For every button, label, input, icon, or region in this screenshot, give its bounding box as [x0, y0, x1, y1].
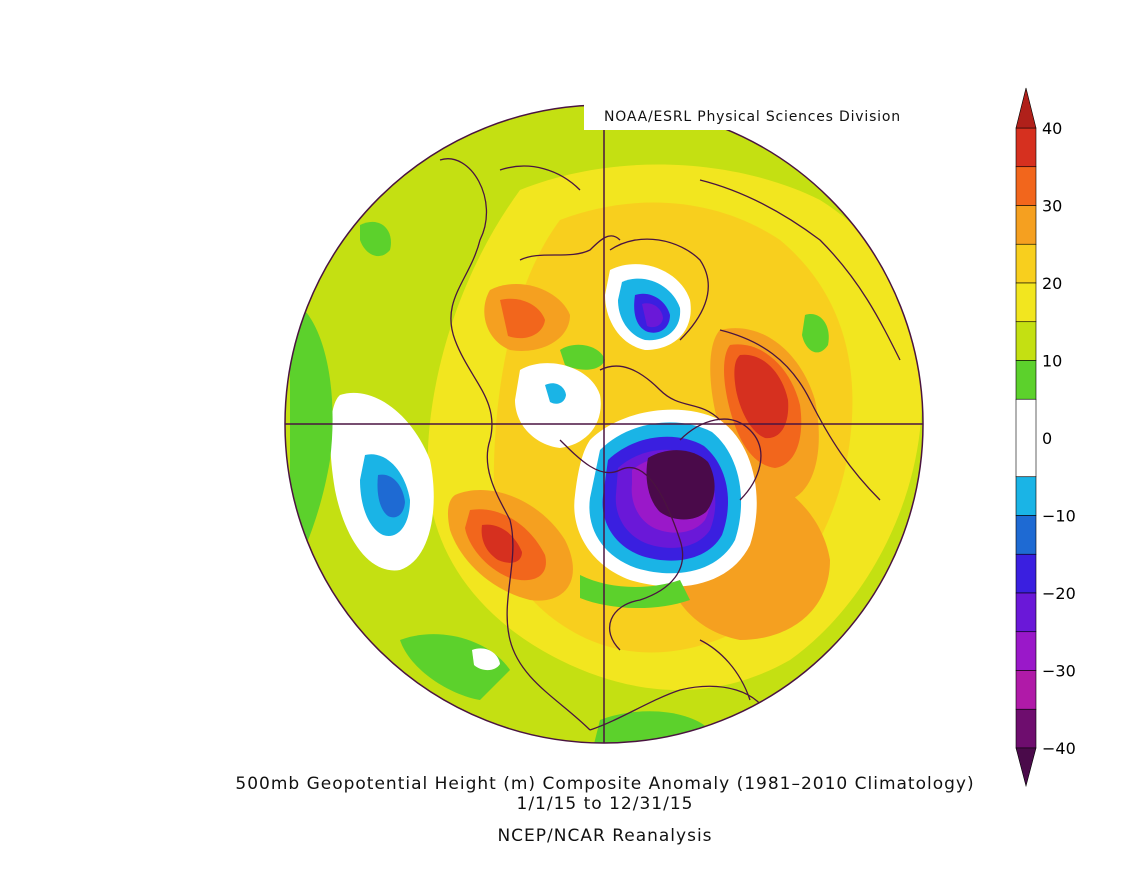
coastlines — [439, 158, 901, 731]
colorbar-bin-11 — [1015, 592, 1037, 633]
map-axes — [285, 105, 923, 743]
colorbar-bin-1 — [1015, 166, 1037, 206]
colorbar-bin-5 — [1015, 321, 1037, 361]
colorbar-tick-label: −20 — [1042, 584, 1076, 603]
colorbar-over-arrow — [1015, 87, 1037, 129]
colorbar-bin-9 — [1015, 515, 1037, 555]
colorbar-bin-14 — [1015, 708, 1037, 749]
credit-label: NOAA/ESRL Physical Sciences Division — [584, 104, 924, 130]
data-source: NCEP/NCAR Reanalysis — [497, 826, 713, 846]
colorbar-tick-label: 20 — [1042, 274, 1062, 293]
colorbar-bin-13 — [1015, 670, 1037, 710]
colorbar-bin-8 — [1015, 476, 1037, 516]
colorbar-under-arrow — [1015, 747, 1037, 788]
colorbar-tick-label: 40 — [1042, 119, 1062, 138]
colorbar-bin-6 — [1015, 360, 1037, 400]
colorbar: 40 30 20 10 0 −10 −20 −30 −40 — [1015, 87, 1076, 788]
colorbar-tick-label: 10 — [1042, 352, 1062, 371]
colorbar-bin-3 — [1015, 243, 1037, 284]
colorbar-tick-label: −10 — [1042, 507, 1076, 526]
colorbar-bin-2 — [1015, 205, 1037, 245]
colorbar-tick-label: 30 — [1042, 197, 1062, 216]
map-title: 500mb Geopotential Height (m) Composite … — [235, 774, 975, 794]
colorbar-tick-label: −40 — [1042, 739, 1076, 758]
colorbar-bin-0 — [1015, 127, 1037, 168]
colorbar-tick-label: 0 — [1042, 429, 1052, 448]
colorbar-tick-label: −30 — [1042, 662, 1076, 681]
colorbar-bin-7 — [1015, 398, 1037, 478]
date-range: 1/1/15 to 12/31/15 — [516, 794, 694, 814]
colorbar-bin-10 — [1015, 553, 1037, 594]
colorbar-bin-4 — [1015, 282, 1037, 323]
colorbar-bin-12 — [1015, 631, 1037, 671]
